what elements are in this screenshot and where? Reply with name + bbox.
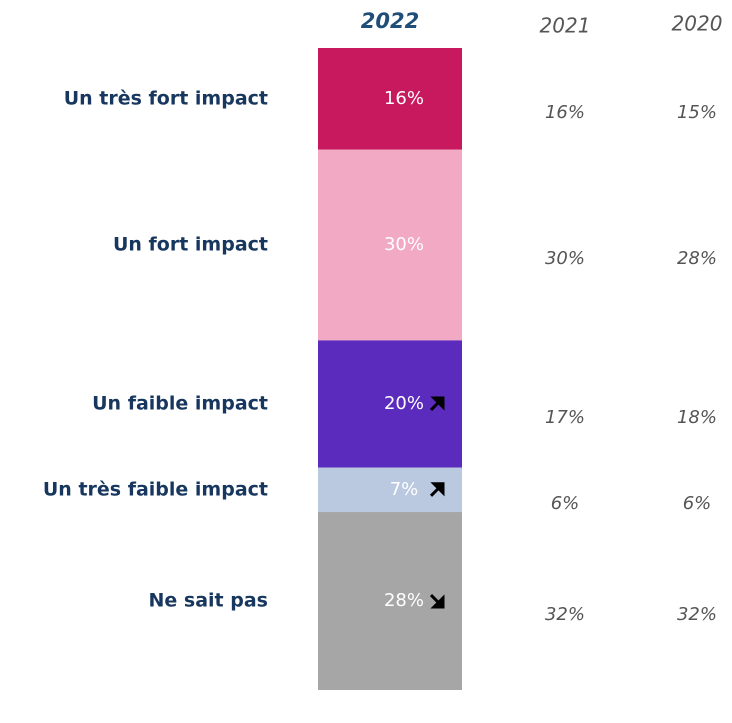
previous-year-value: 15% — [677, 102, 717, 123]
series-header: 2022 — [361, 9, 419, 33]
category-label: Un faible impact — [92, 392, 268, 414]
previous-year-value: 32% — [545, 604, 585, 625]
category-label: Un très fort impact — [64, 87, 268, 109]
value-label: 16% — [384, 88, 424, 109]
previous-year-value: 6% — [683, 493, 712, 514]
previous-year-value: 16% — [545, 102, 585, 123]
previous-year-value: 30% — [545, 248, 585, 269]
bar-segment — [318, 149, 462, 341]
value-label: 30% — [384, 234, 424, 255]
value-label: 20% — [384, 393, 424, 414]
series-header: 2020 — [672, 12, 723, 36]
value-label: 28% — [384, 590, 424, 611]
series-header: 2021 — [540, 14, 591, 38]
trend-arrow — [429, 396, 445, 412]
trend-arrow — [429, 482, 445, 497]
trend-arrow — [429, 593, 445, 609]
category-label: Un fort impact — [113, 234, 268, 256]
category-label: Ne sait pas — [149, 590, 268, 612]
previous-year-value: 6% — [551, 493, 580, 514]
previous-year-value: 17% — [545, 407, 585, 428]
previous-year-value: 32% — [677, 604, 717, 625]
value-label: 7% — [390, 479, 419, 500]
bar-segment — [318, 48, 462, 150]
previous-year-value: 18% — [677, 407, 717, 428]
previous-year-value: 28% — [677, 248, 717, 269]
category-label: Un très faible impact — [43, 478, 268, 500]
